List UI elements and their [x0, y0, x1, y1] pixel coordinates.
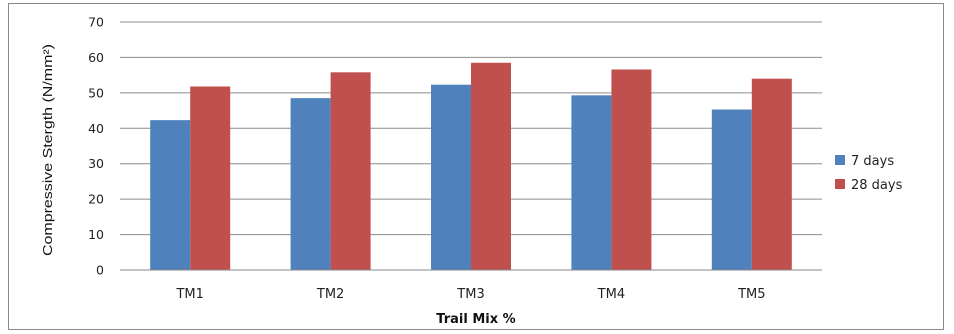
y-tick-label: 50 — [88, 85, 104, 100]
bar-7-days-TM5 — [711, 109, 752, 270]
bar-7-days-TM3 — [431, 84, 471, 270]
gridlines — [120, 21, 822, 236]
y-tick-labels: 0 10 20 30 40 50 60 70 — [88, 15, 104, 278]
bar-28-days-TM1 — [190, 86, 231, 270]
bar-7-days-TM2 — [290, 98, 331, 271]
x-tick-label: TM4 — [597, 287, 625, 302]
x-tick-labels: TM1 TM2 TM3 TM4 TM5 — [175, 287, 765, 302]
x-tick-label: TM3 — [456, 287, 484, 302]
legend: 7 days 28 days — [835, 154, 903, 193]
legend-label: 7 days — [851, 154, 894, 169]
y-tick-label: 20 — [88, 192, 104, 207]
x-axis-title: Trail Mix % — [436, 312, 515, 327]
x-tick-label: TM2 — [316, 287, 344, 302]
y-tick-label: 10 — [88, 227, 104, 242]
y-tick-label: 40 — [88, 121, 104, 136]
y-tick-label: 60 — [88, 50, 104, 65]
bar-28-days-TM4 — [611, 69, 652, 270]
bar-28-days-TM2 — [330, 72, 371, 271]
y-axis-title: Compressive Stergth (N/mm²) — [40, 44, 55, 256]
y-tick-label: 70 — [88, 15, 104, 30]
bar-28-days-TM5 — [751, 78, 792, 270]
y-tick-label: 30 — [88, 156, 104, 171]
x-tick-label: TM5 — [737, 287, 765, 302]
legend-swatch — [835, 179, 845, 189]
y-tick-label: 0 — [96, 263, 104, 278]
x-tick-label: TM1 — [175, 287, 203, 302]
legend-swatch — [835, 155, 845, 165]
legend-label: 28 days — [851, 178, 903, 193]
bars — [150, 62, 792, 271]
bar-7-days-TM1 — [150, 120, 191, 270]
bar-7-days-TM4 — [571, 95, 612, 270]
chart-frame — [8, 3, 944, 330]
bar-28-days-TM3 — [471, 62, 511, 270]
